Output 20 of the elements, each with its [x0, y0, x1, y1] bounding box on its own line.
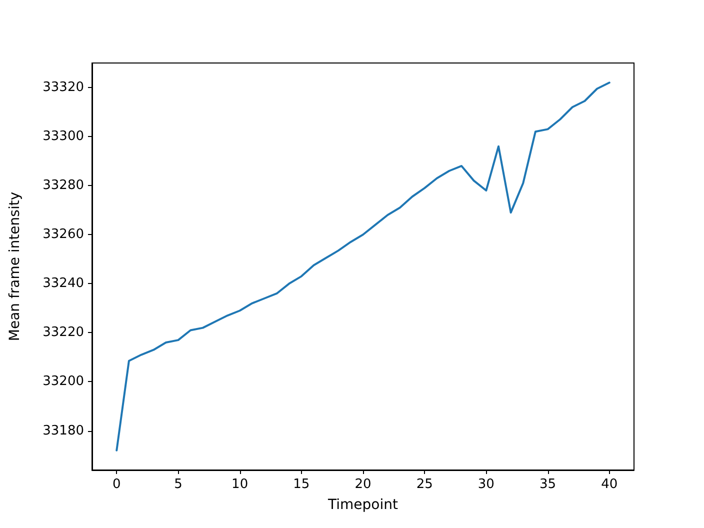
x-tick-label: 20 [354, 477, 372, 492]
y-tick-label: 33200 [42, 374, 84, 390]
x-tick-label: 0 [112, 477, 121, 492]
x-tick-label: 40 [601, 477, 618, 492]
y-tick-label: 33240 [42, 276, 84, 292]
x-tick-label: 25 [416, 477, 433, 492]
x-axis-title: Timepoint [327, 497, 398, 513]
x-tick-label: 15 [293, 477, 310, 492]
y-tick-label: 33220 [42, 325, 84, 340]
x-tick-label: 5 [174, 477, 182, 492]
y-tick-label: 33320 [42, 80, 84, 96]
y-tick-label: 33180 [42, 423, 84, 438]
y-tick-label: 33280 [42, 178, 84, 194]
x-tick-label: 10 [232, 477, 248, 492]
line-series [116, 82, 610, 452]
x-tick-label: 35 [540, 477, 556, 492]
y-tick-label: 33300 [42, 129, 84, 144]
y-tick-label: 33260 [42, 227, 84, 242]
y-axis-title: Mean frame intensity [7, 192, 23, 342]
x-tick-label: 30 [478, 477, 494, 492]
